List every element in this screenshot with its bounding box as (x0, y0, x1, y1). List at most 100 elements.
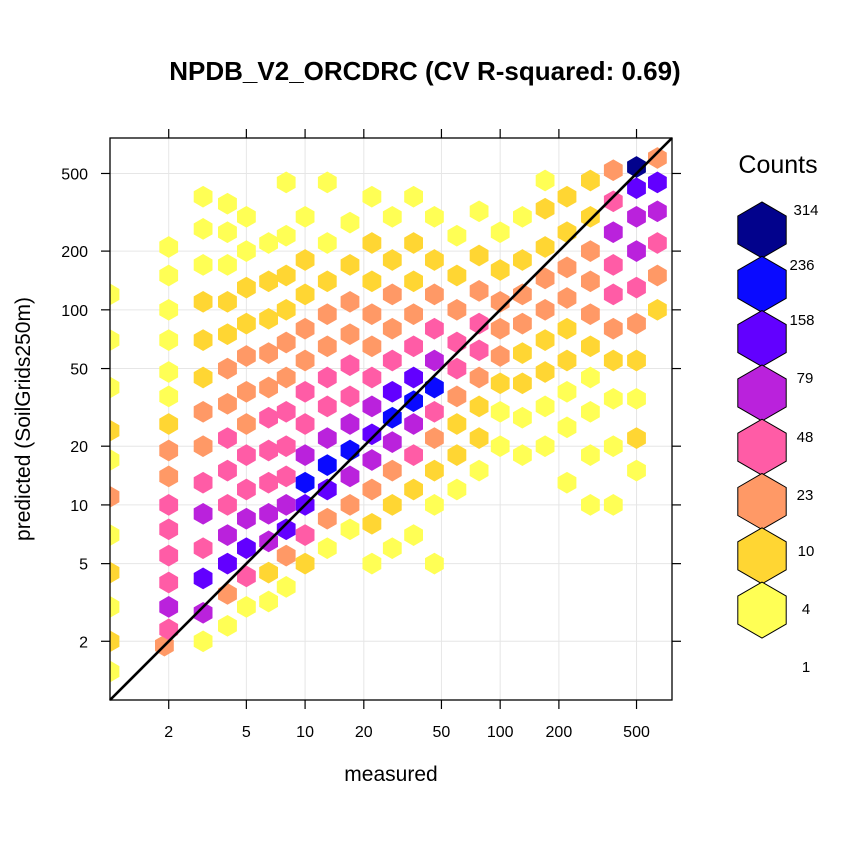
hex-bin (159, 329, 179, 351)
hex-bin (276, 224, 296, 247)
legend-break-label: 1 (802, 659, 810, 676)
hex-bin (276, 465, 296, 488)
hexbin-cells (110, 147, 667, 683)
hex-bin (159, 264, 179, 287)
y-tick-label: 100 (61, 303, 88, 320)
hex-bin (236, 345, 256, 367)
hex-bin (110, 329, 120, 351)
legend-swatch (737, 255, 787, 313)
hex-bin (513, 372, 532, 395)
hex-bin (557, 317, 577, 340)
hex-bin (340, 465, 360, 488)
hex-bin (110, 485, 120, 508)
hex-bin (193, 601, 213, 624)
legend-break-label: 314 (793, 202, 818, 219)
axis-ticks: 2 5 10 20 50 100 200 500 2 5 10 20 50 100 200 500 (61, 129, 681, 741)
hex-bin (159, 494, 179, 516)
hex-bin (236, 413, 256, 435)
hex-bin (236, 205, 256, 228)
hex-bin (259, 307, 279, 330)
hex-bin (362, 512, 382, 535)
legend-labels: 314 236 158 79 48 23 10 4 1 (789, 202, 818, 676)
hex-bin (404, 444, 424, 466)
y-tick-label: 200 (61, 244, 88, 261)
hex-bin (236, 565, 256, 588)
hex-bin (535, 169, 555, 192)
hex-bin (276, 494, 296, 516)
hex-bin (557, 185, 577, 208)
hex-bin (627, 156, 646, 178)
hex-bin (469, 312, 489, 335)
hex-bin (295, 249, 315, 271)
hex-bin (627, 387, 646, 410)
hex-bin (513, 444, 532, 466)
hex-bin (603, 317, 623, 340)
one-to-one-line (109, 137, 673, 701)
hex-bin (217, 221, 237, 244)
hex-bin (217, 524, 237, 546)
hex-bin (193, 400, 213, 423)
hex-bin (362, 366, 382, 389)
hex-bin (236, 478, 256, 501)
hex-bin (276, 544, 296, 567)
hex-bin (259, 342, 279, 364)
plot-frame (109, 137, 673, 701)
hex-bin (404, 413, 424, 435)
hex-bin (276, 576, 296, 598)
hex-bin (581, 494, 600, 516)
hex-bin (627, 459, 646, 482)
hex-bin (193, 567, 213, 590)
hex-bin (217, 459, 237, 482)
x-tick-label: 5 (242, 724, 251, 741)
hex-bin (469, 427, 489, 449)
hex-bin (648, 200, 667, 223)
hex-bin (535, 329, 555, 351)
legend-swatch (737, 201, 787, 259)
hex-bin (627, 349, 646, 372)
hex-bin (469, 459, 489, 482)
hex-bin (295, 444, 315, 466)
hex-bin (110, 630, 120, 653)
hex-bin (581, 335, 600, 358)
hex-bin (159, 518, 179, 541)
hex-bin (317, 270, 337, 293)
hex-bin (581, 169, 600, 192)
hex-bin (193, 254, 213, 276)
hex-bin (340, 385, 360, 408)
hex-bin (193, 290, 213, 313)
hex-bin (193, 218, 213, 240)
x-tick-label: 50 (433, 724, 451, 741)
hex-bin (447, 444, 467, 466)
hex-bin (340, 413, 360, 435)
legend: Counts 314 236 158 79 48 23 10 4 1 (737, 151, 819, 676)
hex-bin (295, 283, 315, 306)
hex-bin (259, 439, 279, 462)
hex-bin (276, 264, 296, 287)
hex-bin (490, 317, 510, 340)
hex-bin (340, 254, 360, 276)
hex-bin (535, 395, 555, 418)
hex-bin (469, 280, 489, 302)
y-tick-label: 500 (61, 166, 88, 183)
hex-bin (404, 303, 424, 326)
hex-bin (513, 205, 532, 228)
hex-bin (424, 494, 444, 516)
hex-bin (340, 494, 360, 516)
hex-bin (513, 312, 532, 335)
hex-bin (581, 205, 600, 228)
hex-bin (404, 185, 424, 208)
hex-bin (362, 449, 382, 471)
hex-bin (362, 185, 382, 208)
hex-bin (362, 423, 382, 446)
legend-break-label: 4 (802, 601, 810, 618)
hex-bin (236, 276, 256, 299)
hex-bin (217, 494, 237, 516)
hex-bin (340, 211, 360, 234)
hex-bin (317, 335, 337, 358)
hex-bin (603, 387, 623, 410)
hex-bin (648, 298, 667, 321)
x-tick-label: 2 (164, 724, 173, 741)
hex-bin (193, 329, 213, 351)
hex-bin (469, 395, 489, 418)
